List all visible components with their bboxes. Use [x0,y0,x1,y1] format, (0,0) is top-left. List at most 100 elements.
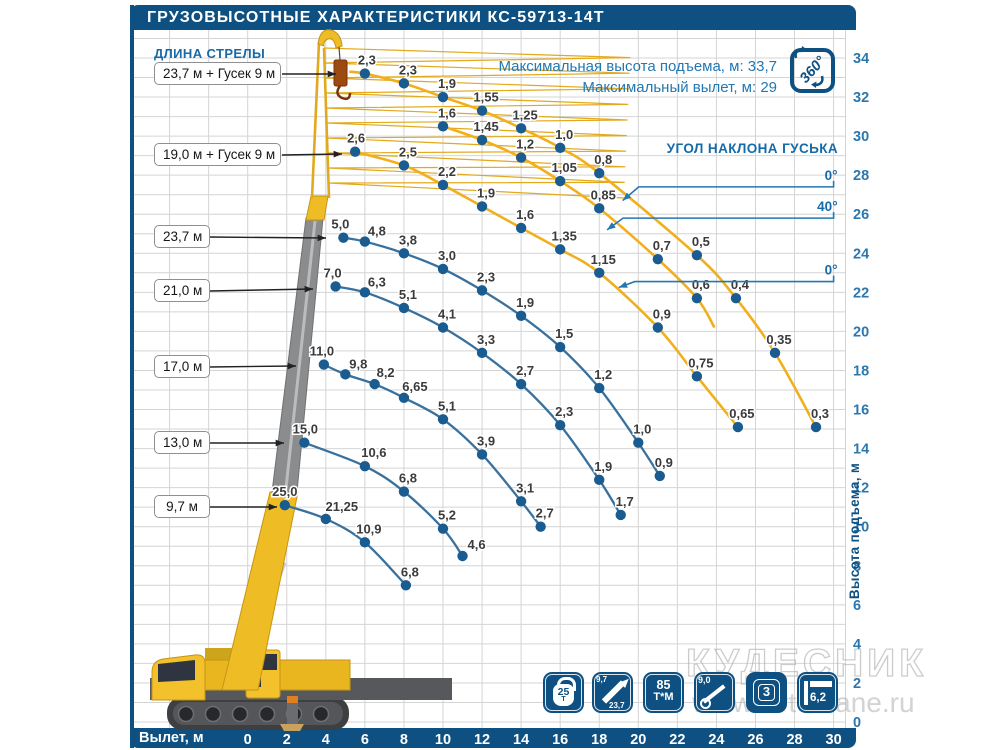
load-value-label: 1,5 [555,326,573,341]
load-value-label: 1,2 [516,137,534,152]
y-tick-label: 4 [853,637,861,653]
transport-height-icon: 6,2 [797,672,838,713]
x-tick-label: 24 [708,732,724,748]
x-tick-label: 12 [474,732,490,748]
max-load-value: 25 [557,686,570,698]
y-tick-label: 28 [853,168,869,184]
load-value-label: 0,7 [653,238,671,253]
load-value-label: 4,8 [368,224,386,239]
y-tick-label: 24 [853,246,869,262]
x-tick-label: 20 [630,732,646,748]
y-tick-label: 34 [853,51,869,67]
y-tick-label: 30 [853,129,869,145]
boom-min-value: 9,7 [596,675,608,684]
jib-angle-value: 0° [825,168,838,183]
x-tick-label: 28 [786,732,802,748]
load-value-label: 1,6 [438,105,456,120]
curve-23,7 м: 5,0 4,8 3,8 3,0 2,3 1,9 1,5 1,2 1,0 0,9 [330,215,674,482]
x-tick-label: 8 [400,732,408,748]
load-value-label: 0,9 [653,306,671,321]
load-value-label: 4,6 [467,537,485,552]
load-value-label: 1,9 [594,459,612,474]
boom-length-legend-title: ДЛИНА СТРЕЛЫ [154,46,266,61]
load-value-label: 6,8 [401,564,419,579]
load-value-label: 3,9 [477,433,495,448]
jib-angle-value: 0° [825,263,838,278]
load-value-label: 6,8 [399,471,417,486]
curve-9,7 м: 25,0 21,25 10,9 6,8 [271,483,420,591]
x-tick-label: 26 [747,732,763,748]
load-value-label: 5,0 [331,217,349,232]
load-value-label: 0,35 [766,332,791,347]
max-load-icon: 25 Т [543,672,584,713]
load-value-label: 9,8 [349,356,367,371]
boom-label-arrows [208,70,343,511]
load-value-label: 1,55 [473,90,498,105]
boom-label-19-0-jib: 19,0 м + Гусек 9 м [154,143,281,166]
curve-19,0 м + Гусек 9 м, гусек 0°: 2,6 2,5 2,2 1,9 1,6 1,35 1,15 0,9 0,75 0,65 [346,129,756,433]
load-value-label: 8,2 [377,365,395,380]
x-axis-ticks: 0 2 4 6 8 10 12 14 16 18 20 22 24 26 28 30 [244,732,842,748]
x-tick-label: 2 [283,732,291,748]
chart-notes: Максимальная высота подъема, м: 33,7 Мак… [377,56,777,98]
jib-angle-value: 40° [817,199,837,214]
boom-label-23-7: 23,7 м [154,225,210,248]
x-tick-label: 18 [591,732,607,748]
x-tick-label: 30 [826,732,842,748]
transport-height-value: 6,2 [810,692,826,704]
load-value-label: 1,9 [516,295,534,310]
load-value-label: 1,0 [555,127,573,142]
load-value-label: 10,9 [356,521,381,536]
y-tick-label: 6 [853,598,861,614]
load-value-label: 15,0 [293,422,318,437]
load-value-label: 1,05 [552,160,577,175]
load-value-label: 10,6 [361,445,386,460]
load-value-label: 0,75 [688,355,713,370]
load-value-label: 2,7 [536,506,554,521]
load-value-label: 0,85 [591,187,616,202]
load-value-label: 2,3 [399,62,417,77]
load-value-label: 1,45 [473,119,498,134]
axles-count-icon: 3 [746,672,787,713]
curve-17,0 м: 11,09,88,26,655,13,93,12,7 [308,342,555,532]
load-moment-value: 85 [656,678,671,692]
y-tick-label: 10 [853,520,869,536]
jib-length-icon: 9,0 [694,672,735,713]
boom-label-21-0: 21,0 м [154,279,210,302]
load-value-label: 0,8 [594,152,612,167]
y-tick-label: 0 [853,715,861,731]
load-value-label: 1,35 [552,228,577,243]
load-value-label: 3,0 [438,248,456,263]
boom-label-13-0: 13,0 м [154,431,210,454]
boom-length-range-icon: 9,7 23,7 [592,672,633,713]
load-value-label: 2,7 [516,363,534,378]
rotation-360-badge: 360° [790,46,835,93]
load-value-label: 11,0 [310,344,335,359]
load-value-label: 5,1 [438,398,456,413]
load-curves: 2,32,31,91,551,251,00,80,50,40,350,31,61… [271,51,831,591]
boom-label-23-7-jib: 23,7 м + Гусек 9 м [154,62,281,85]
y-tick-label: 20 [853,324,869,340]
note-max-height: Максимальная высота подъема, м: 33,7 [498,58,777,75]
load-value-label: 1,6 [516,207,534,222]
x-axis-title: Вылет, м [139,730,204,746]
load-value-label: 2,2 [438,164,456,179]
jib-angle-legend-title: УГОЛ НАКЛОНА ГУСЬКА [666,141,838,156]
load-value-label: 3,3 [477,332,495,347]
load-value-label: 1,15 [591,252,616,267]
max-load-unit: Т [561,696,566,703]
x-tick-label: 16 [552,732,568,748]
x-tick-label: 0 [244,732,252,748]
y-tick-label: 22 [853,285,869,301]
load-value-label: 2,5 [399,144,417,159]
y-tick-label: 16 [853,403,869,419]
load-value-label: 2,3 [555,404,573,419]
jib-length-value: 9,0 [698,675,711,685]
load-value-label: 6,65 [402,379,427,394]
axles-count-value: 3 [762,684,771,699]
load-value-label: 2,6 [347,131,365,146]
x-tick-label: 6 [361,732,369,748]
y-tick-label: 32 [853,90,869,106]
